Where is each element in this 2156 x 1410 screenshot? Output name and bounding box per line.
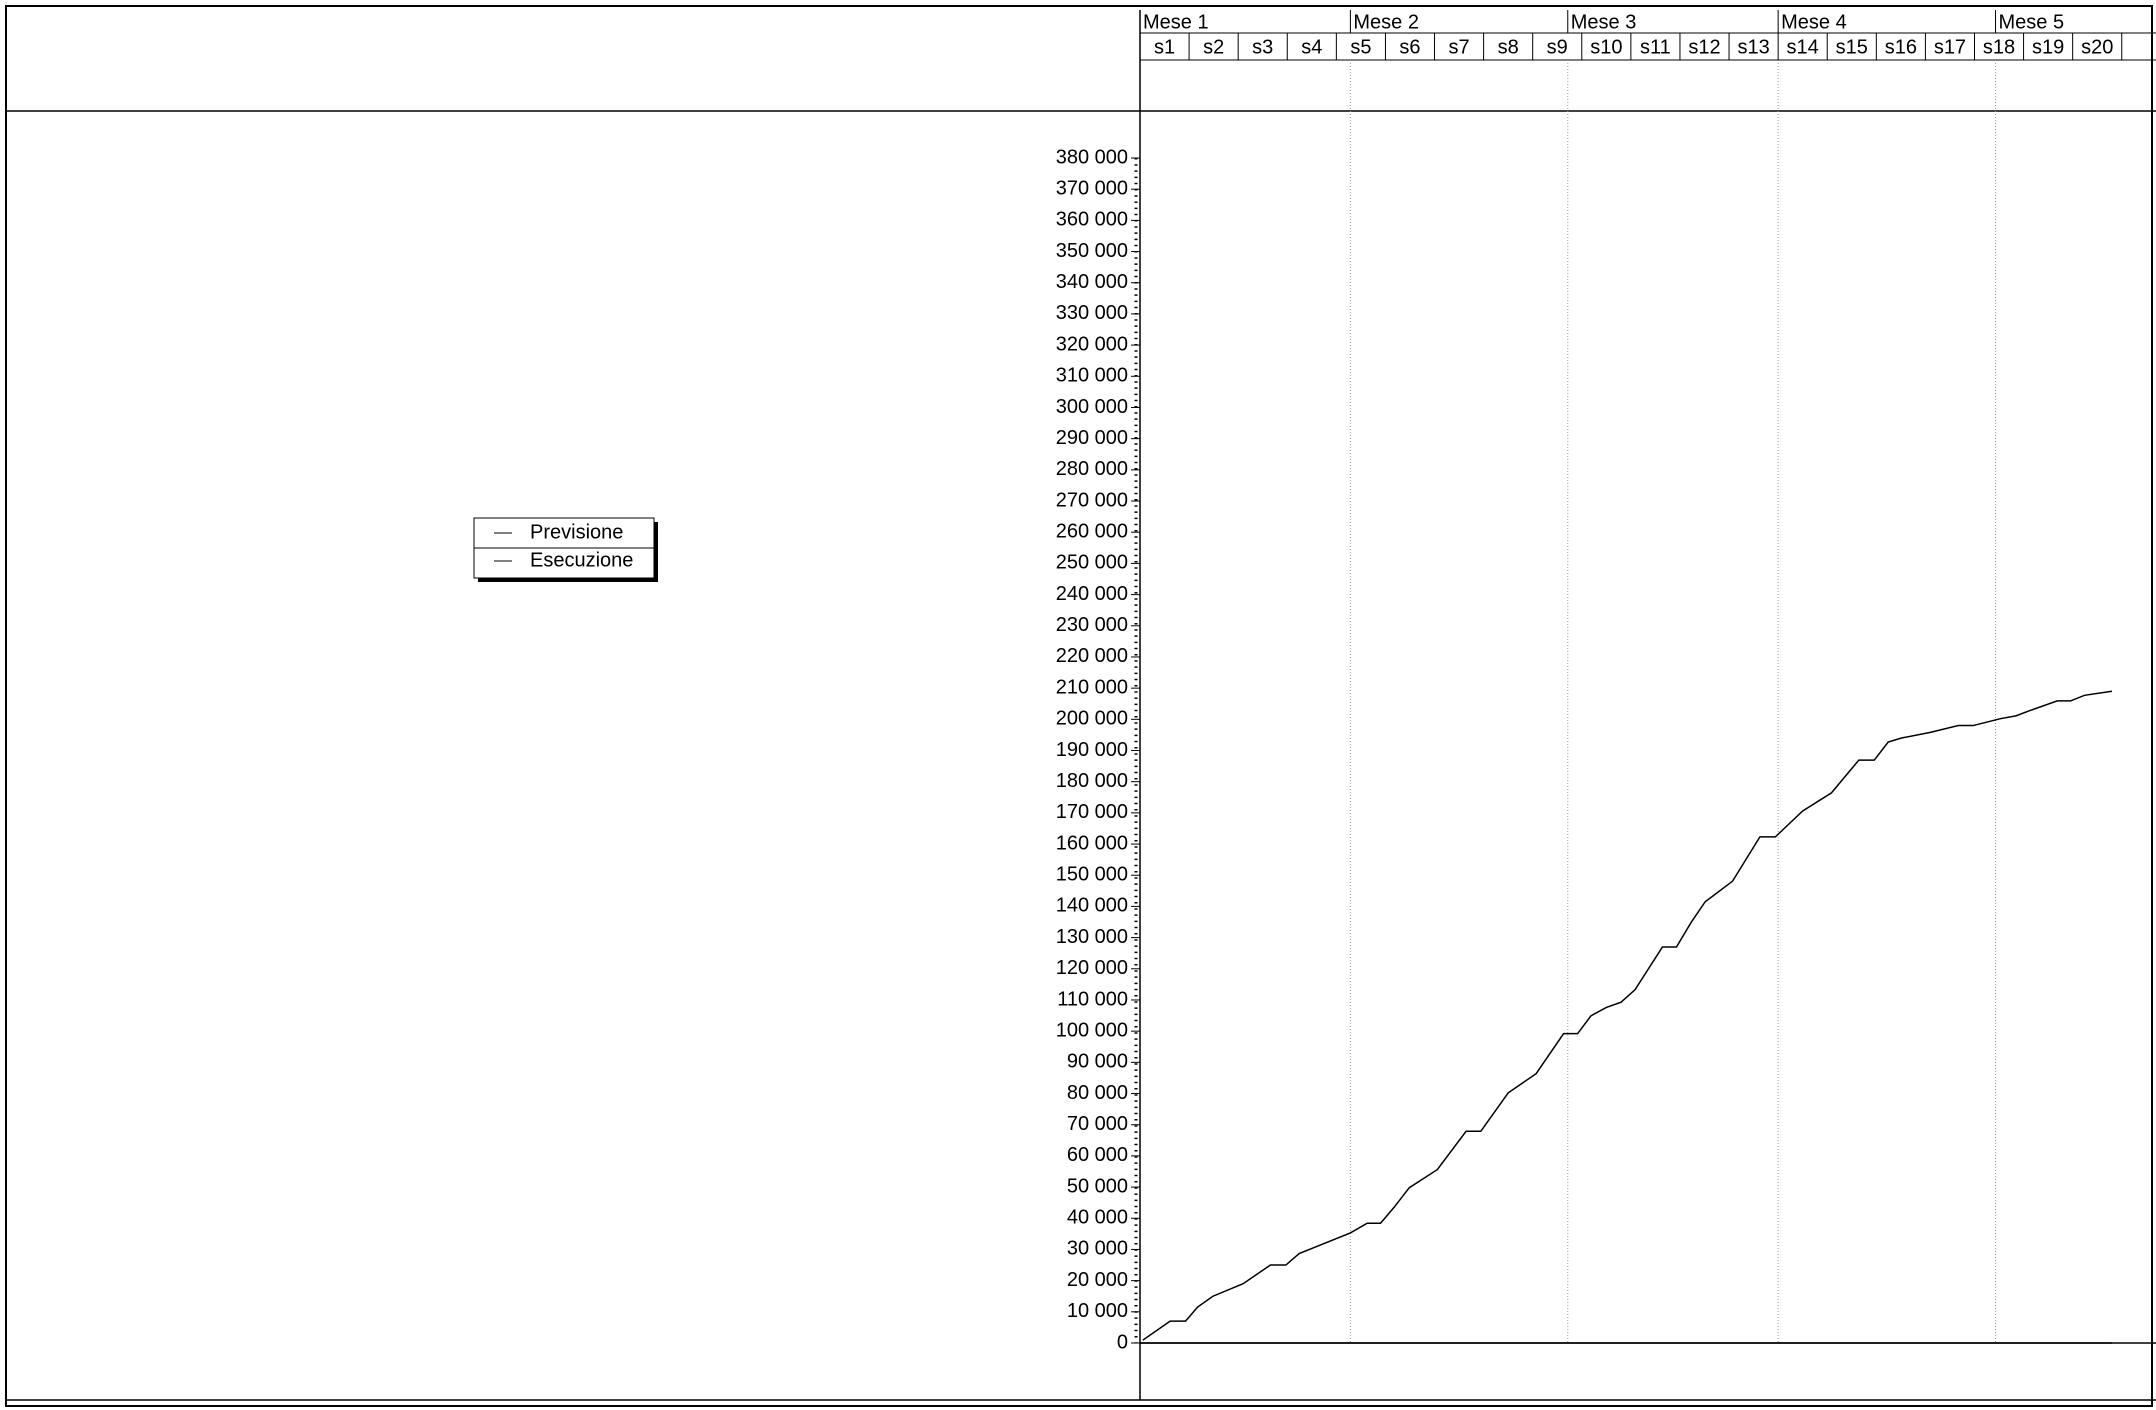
week-label: s4	[1301, 36, 1322, 58]
week-label: s16	[1885, 36, 1917, 58]
y-tick-label: 190 000	[1056, 739, 1128, 761]
y-tick-label: 210 000	[1056, 676, 1128, 698]
y-tick-label: 340 000	[1056, 271, 1128, 293]
week-label: s14	[1787, 36, 1819, 58]
y-tick-label: 100 000	[1056, 1019, 1128, 1041]
week-label: s17	[1934, 36, 1966, 58]
y-tick-label: 250 000	[1056, 552, 1128, 574]
y-tick-label: 380 000	[1056, 146, 1128, 168]
y-tick-label: 170 000	[1056, 801, 1128, 823]
y-tick-label: 180 000	[1056, 770, 1128, 792]
y-tick-label: 70 000	[1067, 1113, 1128, 1135]
legend	[473, 517, 658, 582]
week-label: s11	[1640, 36, 1671, 58]
y-tick-label: 110 000	[1057, 988, 1128, 1010]
month-label: Mese 1	[1143, 11, 1209, 33]
week-label: s13	[1737, 36, 1769, 58]
y-tick-label: 120 000	[1056, 957, 1128, 979]
week-label: s12	[1688, 36, 1720, 58]
y-tick-label: 330 000	[1056, 302, 1128, 324]
y-tick-label: 260 000	[1056, 520, 1128, 542]
week-label: s1	[1154, 36, 1175, 58]
week-label: s2	[1203, 36, 1224, 58]
y-tick-label: 0	[1117, 1331, 1128, 1353]
y-tick-label: 310 000	[1056, 365, 1128, 387]
month-label: Mese 4	[1781, 11, 1847, 33]
legend-label: Esecuzione	[530, 549, 633, 571]
week-label: s6	[1399, 36, 1420, 58]
y-tick-label: 40 000	[1067, 1207, 1128, 1229]
y-tick-label: 140 000	[1056, 895, 1128, 917]
legend-label: Previsione	[530, 521, 623, 543]
y-tick-label: 30 000	[1067, 1238, 1128, 1260]
week-label: s20	[2081, 36, 2113, 58]
y-tick-label: 60 000	[1067, 1144, 1128, 1166]
week-label: s8	[1498, 36, 1519, 58]
frame	[5, 5, 2153, 1407]
week-label: s9	[1547, 36, 1568, 58]
y-tick-label: 370 000	[1056, 177, 1128, 199]
month-label: Mese 5	[1999, 11, 2065, 33]
y-tick-label: 280 000	[1056, 458, 1128, 480]
week-label: s15	[1836, 36, 1868, 58]
y-tick-label: 20 000	[1067, 1269, 1128, 1291]
week-label: s5	[1350, 36, 1371, 58]
week-label: s10	[1590, 36, 1622, 58]
y-tick-label: 90 000	[1067, 1051, 1128, 1073]
y-tick-label: 230 000	[1056, 614, 1128, 636]
month-label: Mese 3	[1571, 11, 1637, 33]
y-tick-label: 50 000	[1067, 1175, 1128, 1197]
series-line	[1142, 690, 2113, 1341]
month-label: Mese 2	[1353, 11, 1419, 33]
y-tick-label: 290 000	[1056, 427, 1128, 449]
y-tick-label: 360 000	[1056, 209, 1128, 231]
y-tick-label: 300 000	[1056, 396, 1128, 418]
week-label: s19	[2032, 36, 2064, 58]
y-tick-label: 320 000	[1056, 333, 1128, 355]
y-tick-label: 150 000	[1056, 864, 1128, 886]
y-tick-label: 130 000	[1056, 926, 1128, 948]
y-tick-label: 350 000	[1056, 240, 1128, 262]
week-label: s18	[1983, 36, 2015, 58]
y-tick-label: 10 000	[1067, 1300, 1128, 1322]
y-tick-label: 240 000	[1056, 583, 1128, 605]
y-tick-label: 200 000	[1056, 708, 1128, 730]
y-tick-label: 220 000	[1056, 645, 1128, 667]
y-tick-label: 270 000	[1056, 489, 1128, 511]
y-tick-label: 80 000	[1067, 1082, 1128, 1104]
week-label: s3	[1252, 36, 1273, 58]
y-tick-label: 160 000	[1056, 832, 1128, 854]
week-label: s7	[1449, 36, 1470, 58]
